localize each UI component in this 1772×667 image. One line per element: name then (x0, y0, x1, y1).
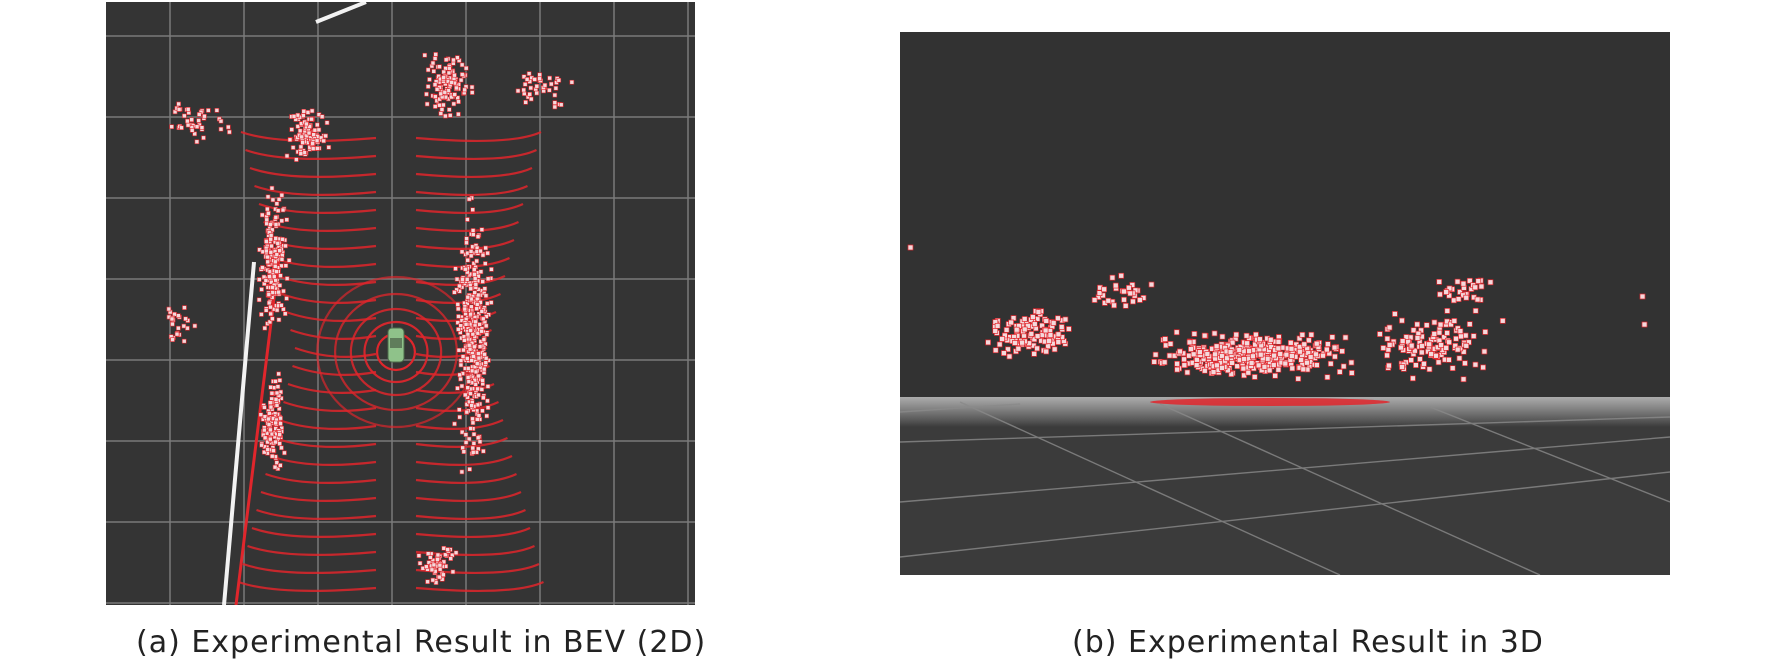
3d-result-image (900, 32, 1670, 575)
caption-3d: (b) Experimental Result in 3D (1072, 625, 1544, 660)
bev-result-image (106, 2, 695, 605)
caption-bev: (a) Experimental Result in BEV (2D) (136, 625, 707, 660)
object-points (907, 244, 1648, 383)
grid-lines (106, 2, 695, 605)
bev-point-cloud-plot (106, 2, 695, 605)
ground-grid (900, 401, 1670, 575)
ego-vehicle-icon (387, 327, 405, 363)
object-points (166, 2, 575, 605)
3d-point-cloud-plot (900, 244, 1670, 575)
ground-points (1150, 398, 1390, 406)
ground-points (234, 130, 544, 605)
